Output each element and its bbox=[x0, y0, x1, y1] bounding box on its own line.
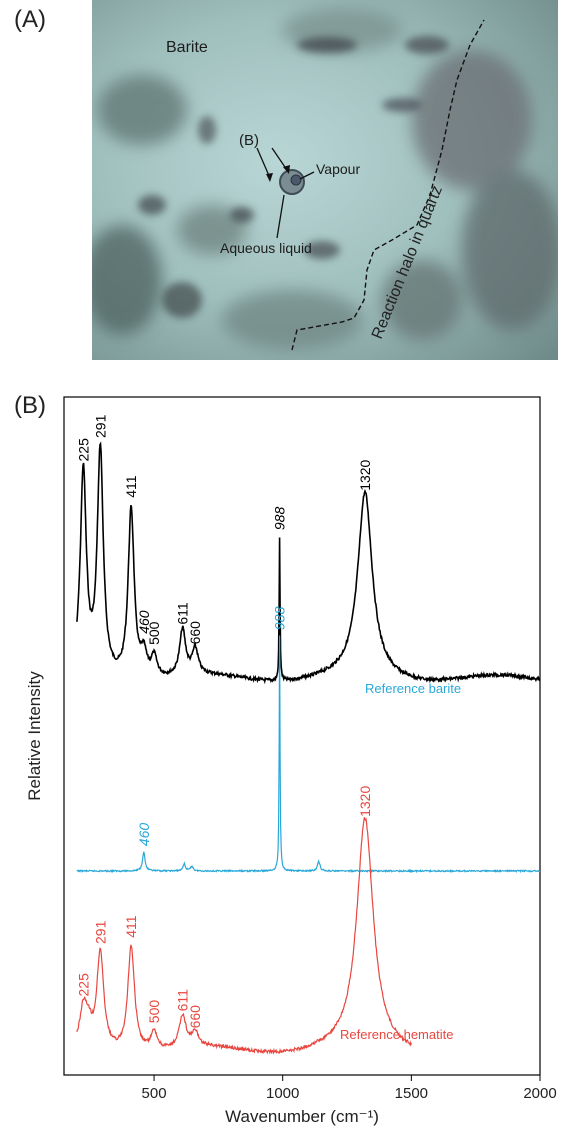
x-tick-label-1000: 1000 bbox=[266, 1085, 299, 1102]
series-layer bbox=[76, 441, 541, 1055]
peak-label-s1-660: 660 bbox=[187, 621, 203, 645]
peak-label-s1-611: 611 bbox=[175, 602, 191, 625]
spectrum-line-3 bbox=[76, 817, 412, 1055]
x-tick-label-500: 500 bbox=[142, 1085, 167, 1102]
vapour-label: Vapour bbox=[316, 161, 360, 177]
peak-label-s3-291: 291 bbox=[92, 920, 108, 944]
b-marker-label: (B) bbox=[239, 132, 259, 149]
x-tick-label-1500: 1500 bbox=[395, 1085, 428, 1102]
panel-b-label: (B) bbox=[14, 392, 46, 419]
aqueous-liquid-label: Aqueous liquid bbox=[220, 240, 312, 256]
barite-label: Barite bbox=[166, 39, 208, 56]
peak-label-s3-611: 611 bbox=[175, 989, 191, 1012]
x-tick-label-2000: 2000 bbox=[523, 1085, 556, 1102]
peak-label-s1-988: 988 bbox=[272, 507, 288, 531]
peak-label-s3-500: 500 bbox=[146, 1000, 162, 1024]
peak-label-s1-500: 500 bbox=[146, 621, 162, 645]
x-axis-ticks: 500 1000 1500 2000 bbox=[142, 1075, 557, 1102]
peak-labels-layer: 2252914114605006116609881320460988225291… bbox=[75, 414, 373, 1028]
peak-label-s1-411: 411 bbox=[123, 475, 139, 498]
peak-label-s3-225: 225 bbox=[75, 973, 91, 997]
spectrum-line-2 bbox=[76, 635, 541, 874]
peak-label-s2-988: 988 bbox=[272, 606, 288, 630]
peak-label-s1-225: 225 bbox=[75, 438, 91, 462]
peak-label-s1-1320: 1320 bbox=[357, 459, 373, 490]
reference-hematite-label: Reference hematite bbox=[340, 1027, 453, 1042]
peak-label-s3-1320: 1320 bbox=[357, 786, 373, 817]
reaction-boundary-line bbox=[291, 19, 485, 351]
reference-barite-label: Reference barite bbox=[365, 681, 461, 696]
peak-label-s1-460: 460 bbox=[136, 610, 152, 634]
y-axis-label: Relative Intensity bbox=[25, 671, 44, 801]
panel-a-label: (A) bbox=[14, 6, 46, 33]
peak-label-s2-460: 460 bbox=[136, 823, 152, 847]
spectrum-line-1 bbox=[76, 441, 541, 685]
peak-label-s3-411: 411 bbox=[123, 915, 139, 938]
peak-label-s1-291: 291 bbox=[92, 414, 108, 438]
x-axis-label: Wavenumber (cm⁻¹) bbox=[225, 1107, 379, 1126]
micrograph-image: Barite (B) Vapour Aqueous liquid Reactio… bbox=[92, 0, 558, 360]
raman-spectrum-chart: 2252914114605006116609881320460988225291… bbox=[25, 396, 557, 1126]
plot-frame bbox=[63, 396, 541, 1076]
peak-label-s3-660: 660 bbox=[187, 1005, 203, 1029]
vapour-bubble bbox=[290, 174, 302, 186]
